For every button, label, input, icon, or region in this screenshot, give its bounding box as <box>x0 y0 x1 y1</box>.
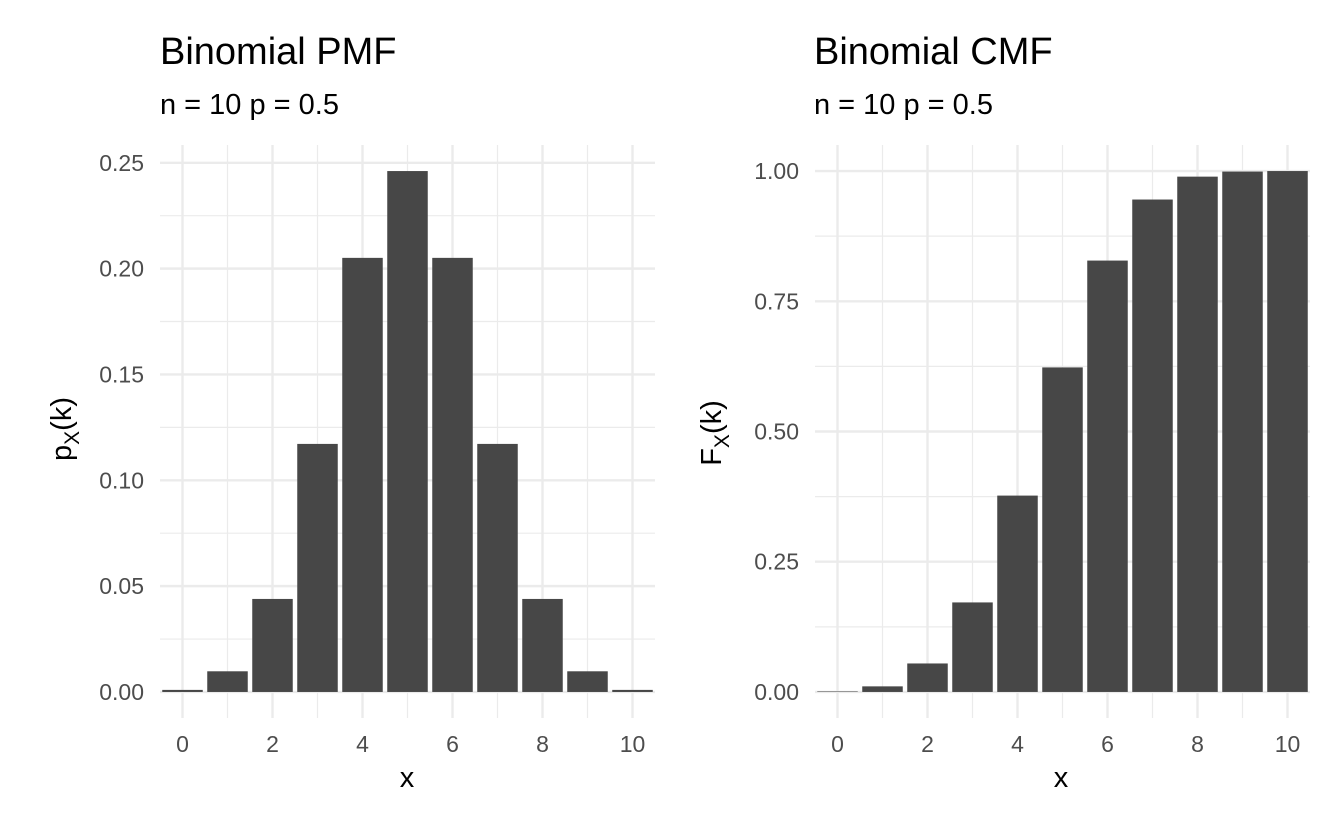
cmf-y-axis-title-sub: X <box>711 434 734 448</box>
pmf-y-axis-title: pX(k) <box>46 397 84 461</box>
cmf-x-axis-title: x <box>1054 762 1069 794</box>
cmf-x-tick-label: 4 <box>1011 731 1024 757</box>
pmf-y-axis-title-rest: (k) <box>46 397 78 431</box>
pmf-y-tick-label: 0.00 <box>99 679 144 705</box>
pmf-title: Binomial PMF <box>160 31 397 73</box>
pmf-bar <box>297 443 338 692</box>
cmf-bar <box>997 495 1038 692</box>
cmf-y-tick-label: 0.75 <box>754 288 799 314</box>
pmf-x-axis-title: x <box>400 762 415 794</box>
cmf-y-tick-label: 0.25 <box>754 549 799 575</box>
pmf-bar <box>342 257 383 692</box>
cmf-bar <box>862 686 903 692</box>
cmf-x-tick-label: 10 <box>1275 731 1301 757</box>
pmf-bar <box>252 598 293 692</box>
pmf-x-tick-label: 4 <box>356 731 369 757</box>
cmf-bar <box>952 602 993 692</box>
pmf-bar <box>612 689 653 692</box>
cmf-bar <box>1042 367 1083 692</box>
cmf-y-axis-title-rest: (k) <box>696 400 728 434</box>
pmf-bar <box>567 671 608 692</box>
cmf-bar <box>817 691 858 692</box>
cmf-y-axis-title-base: F <box>696 448 728 466</box>
cmf-y-tick-label: 0.00 <box>754 679 799 705</box>
cmf-bar <box>1222 171 1263 692</box>
pmf-x-tick-label: 6 <box>446 731 459 757</box>
pmf-panel: Binomial PMF n = 10 p = 0.5 0.00 0.05 0.10… <box>46 31 655 794</box>
cmf-bar <box>1087 260 1128 692</box>
pmf-bar <box>162 689 203 692</box>
cmf-y-tick-label: 1.00 <box>754 158 799 184</box>
pmf-y-axis-title-sub: X <box>61 431 84 445</box>
pmf-subtitle: n = 10 p = 0.5 <box>160 89 339 121</box>
pmf-y-tick-label: 0.15 <box>99 361 144 387</box>
pmf-x-tick-label: 8 <box>536 731 549 757</box>
cmf-x-tick-label: 6 <box>1101 731 1114 757</box>
cmf-x-tick-label: 8 <box>1191 731 1204 757</box>
cmf-y-tick-labels: 0.00 0.25 0.50 0.75 1.00 <box>754 158 799 705</box>
cmf-bar <box>1177 176 1218 692</box>
cmf-title: Binomial CMF <box>814 31 1053 73</box>
pmf-y-tick-label: 0.10 <box>99 467 144 493</box>
cmf-bars <box>817 171 1308 692</box>
cmf-y-tick-label: 0.50 <box>754 419 799 445</box>
pmf-bar <box>522 598 563 692</box>
pmf-bar <box>387 171 428 692</box>
pmf-y-tick-label: 0.05 <box>99 573 144 599</box>
pmf-bar <box>477 443 518 692</box>
cmf-bar <box>907 663 948 692</box>
cmf-x-tick-labels: 0 2 4 6 8 10 <box>831 731 1300 757</box>
pmf-x-tick-label: 10 <box>620 731 646 757</box>
pmf-y-axis-title-base: p <box>46 445 78 461</box>
pmf-bar <box>207 671 248 692</box>
pmf-x-tick-label: 0 <box>176 731 189 757</box>
pmf-y-tick-label: 0.20 <box>99 256 144 282</box>
cmf-bar <box>1267 171 1308 692</box>
pmf-y-tick-label: 0.25 <box>99 150 144 176</box>
pmf-bars <box>162 171 653 692</box>
pmf-bar <box>432 257 473 692</box>
pmf-x-tick-labels: 0 2 4 6 8 10 <box>176 731 645 757</box>
cmf-x-tick-label: 0 <box>831 731 844 757</box>
cmf-panel: Binomial CMF n = 10 p = 0.5 0.00 0.25 0.50… <box>696 31 1310 794</box>
cmf-bar <box>1132 199 1173 692</box>
pmf-x-tick-label: 2 <box>266 731 279 757</box>
cmf-subtitle: n = 10 p = 0.5 <box>814 89 993 121</box>
cmf-y-axis-title: FX(k) <box>696 400 734 466</box>
pmf-y-tick-labels: 0.00 0.05 0.10 0.15 0.20 0.25 <box>99 150 144 705</box>
cmf-x-tick-label: 2 <box>921 731 934 757</box>
